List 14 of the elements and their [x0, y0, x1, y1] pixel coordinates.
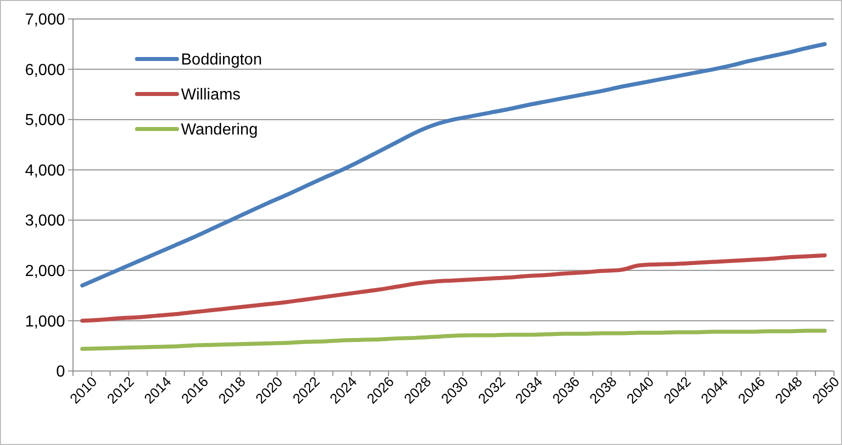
legend-label: Boddington [181, 52, 262, 69]
y-tick-label: 5,000 [24, 112, 66, 130]
legend-label: Wandering [181, 122, 258, 139]
line-series [80, 42, 827, 288]
y-tick-label: 4,000 [24, 162, 66, 180]
y-tick-label: 6,000 [24, 62, 66, 79]
y-tick-label: 3,000 [24, 212, 66, 230]
y-tick-label: 0 [56, 364, 66, 381]
legend-label: Williams [181, 86, 241, 104]
y-tick-label: 1,000 [24, 313, 66, 330]
y-tick-label: 2,000 [24, 263, 66, 280]
line-series [80, 328, 827, 351]
line-series [80, 253, 827, 323]
y-tick-label: 7,000 [24, 12, 66, 29]
